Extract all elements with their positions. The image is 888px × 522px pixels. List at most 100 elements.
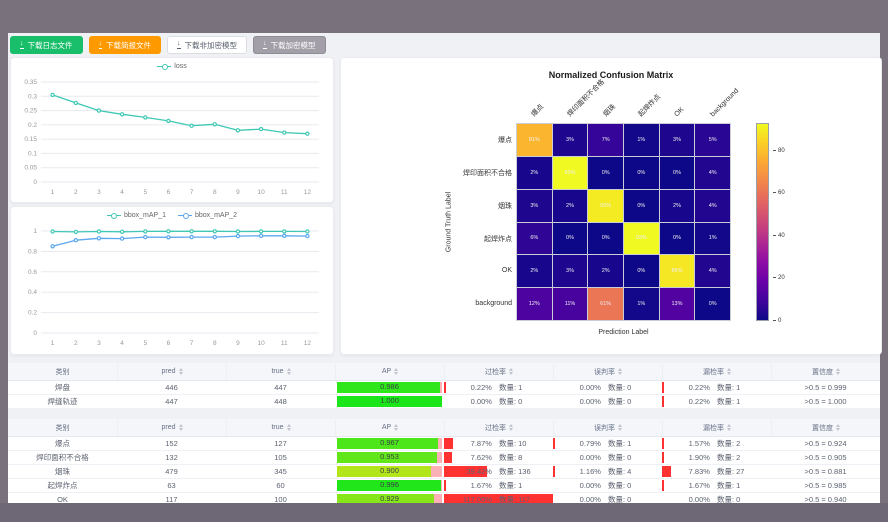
matrix-cell: 5% — [695, 124, 730, 156]
ap-value: 1.000 — [380, 396, 399, 405]
header-conf[interactable]: 置信度 — [771, 419, 880, 436]
cell-true: 100 — [274, 495, 287, 504]
header-miss[interactable]: 漏检率 — [662, 419, 771, 436]
rate-count: 数量: 1 — [607, 439, 632, 448]
cell-ap: 0.900 — [335, 465, 444, 478]
download-icon: ↓ — [98, 40, 102, 49]
legend-item-bbox_mAP_1[interactable]: bbox_mAP_1 — [106, 212, 166, 219]
header-mis[interactable]: 误判率 — [553, 363, 662, 380]
header-true[interactable]: true — [226, 363, 335, 380]
header-label: 误判率 — [594, 368, 615, 376]
download-button[interactable]: ↓ 下载非加密模型 — [167, 36, 247, 54]
download-button[interactable]: ↓ 下载简报文件 — [88, 36, 161, 54]
rate-count: 数量: 136 — [498, 467, 531, 476]
svg-text:3: 3 — [97, 340, 101, 347]
rate-count: 数量: 1 — [716, 397, 741, 406]
ap-value: 0.986 — [380, 382, 399, 391]
cell-confidence: >0.5 = 0.905 — [804, 453, 847, 462]
download-button[interactable]: ↓ 下载日志文件 — [10, 36, 83, 54]
rate-bar — [662, 466, 671, 477]
rate-count: 数量: 1 — [716, 481, 741, 490]
matrix-cell: 1% — [695, 222, 730, 255]
matrix-cell: 0% — [588, 156, 623, 189]
matrix-cell: 4% — [695, 156, 730, 189]
header-label: true — [271, 424, 284, 431]
table-row: 爆点 152 127 0.967 7.87% 数量: 10 0.79% 数量: 1 1.57% 数… — [8, 437, 880, 451]
ap-bar-fill — [337, 438, 439, 449]
rate-percent: 0.00% — [579, 481, 601, 490]
cell-misjudge-rate: 0.00% 数量: 0 — [553, 451, 662, 464]
cell-category: 焊盘 — [55, 383, 70, 392]
header-miss[interactable]: 漏检率 — [662, 363, 771, 380]
svg-text:0.15: 0.15 — [24, 136, 37, 143]
svg-text:9: 9 — [236, 340, 240, 347]
header-pred[interactable]: pred — [117, 363, 226, 380]
ap-bar-fill — [337, 494, 435, 505]
header-mis[interactable]: 误判率 — [553, 419, 662, 436]
rate-bar — [444, 466, 487, 477]
sort-icon — [727, 424, 731, 431]
cell-over-rate: 0.00% 数量: 0 — [444, 395, 553, 408]
svg-text:0.3: 0.3 — [28, 93, 37, 100]
legend-item-bbox_mAP_2[interactable]: bbox_mAP_2 — [178, 212, 237, 219]
matrix-cell: 2% — [659, 189, 695, 222]
svg-text:5: 5 — [143, 340, 147, 347]
svg-text:0.8: 0.8 — [28, 248, 37, 255]
cell-pred: 117 — [165, 495, 178, 504]
sort-icon — [394, 424, 399, 431]
matrix-col-label: background — [709, 87, 741, 119]
matrix-cell: 4% — [695, 189, 730, 222]
download-icon: ↓ — [177, 40, 181, 49]
rate-count: 数量: 1 — [498, 481, 523, 490]
legend-label: bbox_mAP_2 — [195, 212, 238, 219]
header-ap[interactable]: AP — [335, 419, 444, 436]
svg-text:1: 1 — [51, 189, 55, 196]
svg-text:0: 0 — [33, 179, 37, 186]
chart-legend: bbox_mAP_1 bbox_mAP_2 — [11, 212, 333, 219]
rate-count: 数量: 8 — [498, 453, 523, 462]
rate-count: 数量: 4 — [607, 467, 632, 476]
rate-percent: 0.79% — [579, 439, 601, 448]
matrix-cell: 4% — [695, 255, 730, 288]
table-row: 焊盘 446 447 0.986 0.22% 数量: 1 0.00% 数量: 0 0.22% 数量… — [8, 381, 880, 395]
header-true[interactable]: true — [226, 419, 335, 436]
header-cat: 类别 — [8, 419, 117, 436]
svg-text:6: 6 — [167, 189, 171, 196]
download-button[interactable]: ↓ 下载加密模型 — [253, 36, 326, 54]
svg-text:12: 12 — [304, 340, 312, 347]
table-defects: 类别 pred true AP 过检率 误判率 漏检率 置信度 爆点 152 127 0.967 7.8… — [8, 419, 880, 507]
header-ap[interactable]: AP — [335, 363, 444, 380]
header-over[interactable]: 过检率 — [444, 419, 553, 436]
rate-percent: 7.87% — [470, 439, 492, 448]
sort-icon — [178, 424, 183, 431]
header-cat: 类别 — [8, 363, 117, 380]
button-label: 下载简报文件 — [106, 40, 151, 50]
cell-over-rate: 0.22% 数量: 1 — [444, 381, 553, 394]
cell-over-rate: 7.87% 数量: 10 — [444, 437, 553, 450]
rate-bar — [662, 480, 664, 491]
matrix-cell: 0% — [659, 222, 695, 255]
table-row: 烟珠 479 345 0.900 39.42% 数量: 136 1.16% 数量: 4 7.83… — [8, 465, 880, 479]
svg-text:0.05: 0.05 — [24, 165, 37, 172]
chart-legend: loss — [11, 63, 333, 70]
rate-percent: 0.00% — [579, 453, 601, 462]
header-over[interactable]: 过检率 — [444, 363, 553, 380]
cell-pred: 63 — [167, 481, 176, 490]
matrix-cell: 0% — [695, 288, 730, 320]
cell-ap: 1.000 — [335, 395, 444, 408]
header-pred[interactable]: pred — [117, 419, 226, 436]
matrix-row-label: 起焊炸点 — [484, 236, 512, 243]
header-label: 漏检率 — [703, 424, 724, 432]
cell-miss-rate: 0.22% 数量: 1 — [662, 381, 771, 394]
matrix-cell: 0% — [588, 222, 623, 255]
svg-text:0.25: 0.25 — [24, 108, 37, 115]
footer-bar — [0, 503, 888, 522]
colorbar-tick: 0 — [773, 318, 781, 324]
matrix-cell: 81% — [517, 124, 552, 156]
legend-marker-icon — [106, 212, 121, 219]
legend-item-loss[interactable]: loss — [157, 63, 187, 70]
ap-bar-fill — [337, 466, 432, 477]
cell-misjudge-rate: 0.00% 数量: 0 — [553, 381, 662, 394]
header-conf[interactable]: 置信度 — [771, 363, 880, 380]
ap-bar-fill — [337, 480, 442, 491]
